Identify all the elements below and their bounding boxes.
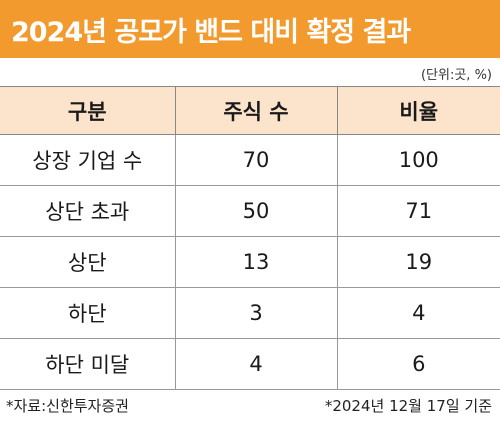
cell-count: 13 xyxy=(174,236,337,288)
cell-ratio: 100 xyxy=(336,134,500,186)
table-row: 하단 미달 4 6 xyxy=(0,338,500,390)
source-note: *자료:신한투자증권 xyxy=(6,397,129,415)
results-table: 구분 주식 수 비율 상장 기업 수 70 100 상단 초과 50 71 상단… xyxy=(0,86,500,390)
cell-ratio: 19 xyxy=(336,236,500,288)
cell-count: 50 xyxy=(174,185,337,237)
date-note: *2024년 12월 17일 기준 xyxy=(324,397,492,415)
cell-count: 4 xyxy=(174,338,337,390)
table-row: 상단 13 19 xyxy=(0,236,500,288)
table-row: 상단 초과 50 71 xyxy=(0,185,500,237)
cell-category: 상장 기업 수 xyxy=(0,134,175,186)
unit-note: (단위:곳, %) xyxy=(420,68,492,83)
column-header-count: 주식 수 xyxy=(174,86,337,135)
cell-category: 상단 초과 xyxy=(0,185,175,237)
column-header-ratio: 비율 xyxy=(336,86,500,135)
cell-ratio: 4 xyxy=(336,287,500,339)
column-header-category: 구분 xyxy=(0,86,175,135)
cell-category: 상단 xyxy=(0,236,175,288)
cell-ratio: 6 xyxy=(336,338,500,390)
cell-category: 하단 xyxy=(0,287,175,339)
table-header-row: 구분 주식 수 비율 xyxy=(0,86,500,135)
cell-ratio: 71 xyxy=(336,185,500,237)
page-title: 2024년 공모가 밴드 대비 확정 결과 xyxy=(11,17,411,48)
cell-count: 3 xyxy=(174,287,337,339)
cell-category: 하단 미달 xyxy=(0,338,175,390)
table-row: 상장 기업 수 70 100 xyxy=(0,134,500,186)
title-bar: 2024년 공모가 밴드 대비 확정 결과 xyxy=(0,0,500,58)
cell-count: 70 xyxy=(174,134,337,186)
table-row: 하단 3 4 xyxy=(0,287,500,339)
